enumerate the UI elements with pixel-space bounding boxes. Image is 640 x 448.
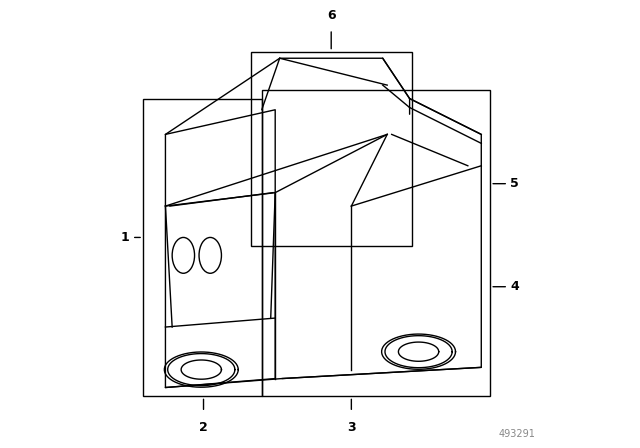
Text: 3: 3	[347, 421, 356, 434]
Bar	[262, 90, 490, 396]
Text: 5: 5	[511, 177, 519, 190]
Text: 493291: 493291	[498, 429, 535, 439]
Bar	[143, 99, 262, 396]
Text: 4: 4	[511, 280, 519, 293]
Bar	[251, 52, 412, 246]
Text: 1: 1	[121, 231, 130, 244]
Text: 2: 2	[199, 421, 208, 434]
Text: 6: 6	[327, 9, 335, 22]
